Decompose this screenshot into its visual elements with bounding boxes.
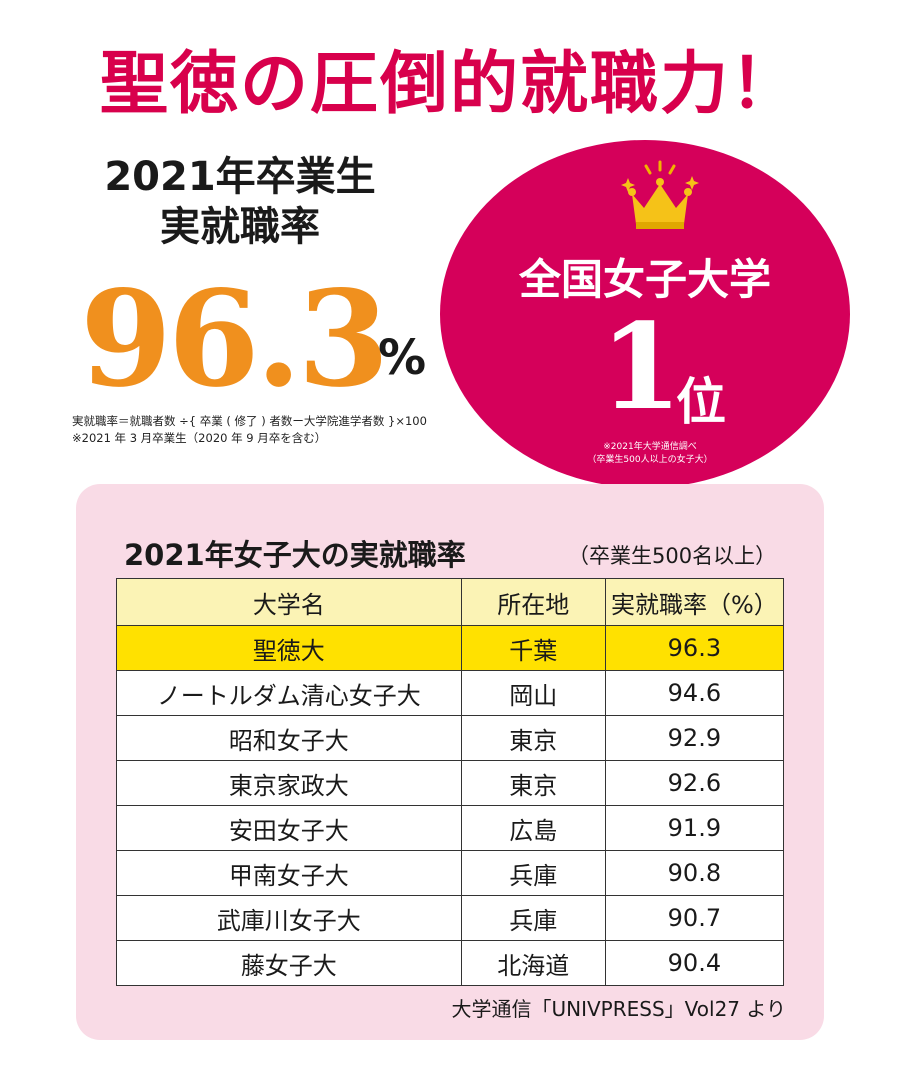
- university-name: 昭和女子大: [116, 715, 462, 761]
- badge-note-scope: （卒業生500人以上の女子大）: [587, 455, 713, 465]
- header-rate: 実就職率（%）: [604, 578, 785, 626]
- table-row: 藤女子大 北海道 90.4: [116, 940, 785, 986]
- university-rate: 96.3: [604, 625, 785, 671]
- ranking-badge: [440, 140, 850, 488]
- table-row: 聖徳大 千葉 96.3: [116, 625, 785, 671]
- table-title: 2021年女子大の実就職率: [124, 538, 466, 572]
- summary-metric-label: 実就職率: [160, 204, 320, 250]
- university-rate: 90.4: [604, 940, 785, 986]
- university-location: 東京: [460, 715, 606, 761]
- employment-rate-value: 96.3: [80, 262, 389, 417]
- table-row: 武庫川女子大 兵庫 90.7: [116, 895, 785, 941]
- university-name: 甲南女子大: [116, 850, 462, 896]
- university-rate: 90.7: [604, 895, 785, 941]
- university-rate: 92.6: [604, 760, 785, 806]
- university-rate: 90.8: [604, 850, 785, 896]
- table-row: 東京家政大 東京 92.6: [116, 760, 785, 806]
- summary-title: 2021年卒業生 実就職率: [55, 152, 425, 252]
- source-credit: 大学通信「UNIVPRESS」Vol27 より: [451, 997, 787, 1021]
- university-rate: 92.9: [604, 715, 785, 761]
- university-location: 北海道: [460, 940, 606, 986]
- university-name: 藤女子大: [116, 940, 462, 986]
- formula-note: ※2021 年 3 月卒業生（2020 年 9 月卒を含む）: [72, 431, 327, 445]
- formula-text: 実就職率＝就職者数 ÷{ 卒業 ( 修了 ) 者数ー大学院進学者数 }×100: [72, 414, 427, 428]
- university-location: 千葉: [460, 625, 606, 671]
- university-rate: 91.9: [604, 805, 785, 851]
- badge-note-source: ※2021年大学通信調べ: [603, 442, 697, 452]
- table-header-row: 大学名 所在地 実就職率（%）: [116, 578, 785, 626]
- header-university: 大学名: [116, 578, 462, 626]
- university-name: 東京家政大: [116, 760, 462, 806]
- table-row: 昭和女子大 東京 92.9: [116, 715, 785, 761]
- crown-icon: [621, 160, 699, 229]
- badge-label: 全国女子大学: [518, 255, 771, 304]
- badge-note: ※2021年大学通信調べ （卒業生500人以上の女子大）: [560, 441, 740, 467]
- rank-number: 1: [600, 297, 683, 436]
- university-location: 広島: [460, 805, 606, 851]
- header-location: 所在地: [460, 578, 606, 626]
- university-name: ノートルダム清心女子大: [116, 670, 462, 716]
- university-name: 武庫川女子大: [116, 895, 462, 941]
- university-location: 兵庫: [460, 850, 606, 896]
- table-title-note: （卒業生500名以上）: [568, 544, 777, 568]
- university-rate: 94.6: [604, 670, 785, 716]
- percent-sign: %: [378, 330, 427, 386]
- university-name: 安田女子大: [116, 805, 462, 851]
- rank-suffix: 位: [676, 373, 726, 431]
- university-location: 兵庫: [460, 895, 606, 941]
- ranking-table: 大学名 所在地 実就職率（%） 聖徳大 千葉 96.3 ノートルダム清心女子大 …: [116, 578, 785, 986]
- rate-formula: 実就職率＝就職者数 ÷{ 卒業 ( 修了 ) 者数ー大学院進学者数 }×100 …: [72, 413, 492, 447]
- table-row: 甲南女子大 兵庫 90.8: [116, 850, 785, 896]
- table-row: 安田女子大 広島 91.9: [116, 805, 785, 851]
- table-row: ノートルダム清心女子大 岡山 94.6: [116, 670, 785, 716]
- page-headline: 聖徳の圧倒的就職力！: [99, 45, 800, 124]
- university-name: 聖徳大: [116, 625, 462, 671]
- university-location: 岡山: [460, 670, 606, 716]
- university-location: 東京: [460, 760, 606, 806]
- summary-year-label: 2021年卒業生: [104, 154, 376, 200]
